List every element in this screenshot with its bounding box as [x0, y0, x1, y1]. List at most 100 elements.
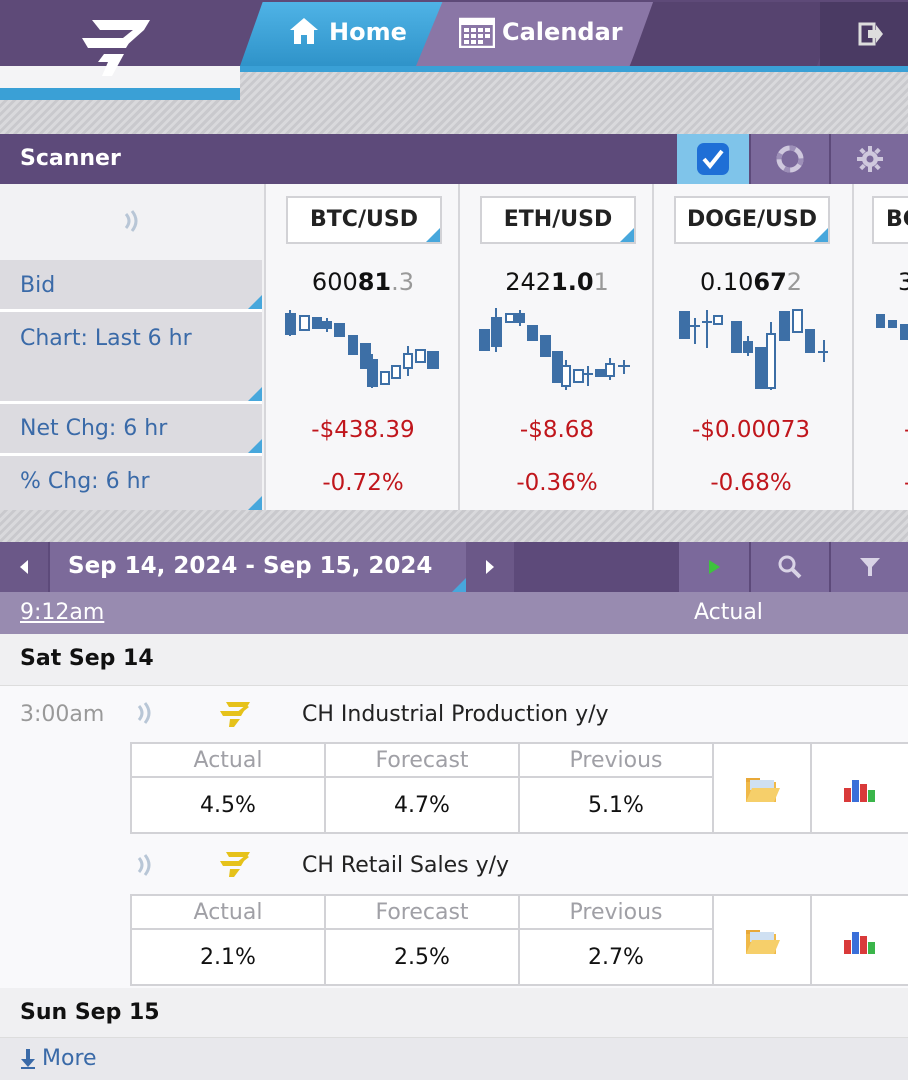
tab-calendar[interactable]: Calendar — [416, 2, 656, 66]
scanner-settings-button[interactable] — [831, 134, 908, 184]
scanner-header: Scanner — [0, 134, 908, 184]
row-label-pct-chg: % Chg: 6 hr — [0, 456, 262, 510]
bid-value: 3 — [898, 268, 908, 296]
previous-date-button[interactable] — [0, 542, 48, 592]
row-label-chart: Chart: Last 6 hr — [0, 312, 262, 404]
previous-value: 2.7% — [520, 930, 714, 986]
scanner-column-btc[interactable]: BTC/USD 60081.3 -$438.39 -0.72% — [264, 184, 458, 510]
calendar-icon — [459, 17, 495, 48]
load-more-button[interactable]: More — [0, 1038, 908, 1080]
event-list: 3:00am CH Industrial Production y/y Actu… — [0, 686, 908, 988]
percent-change-value: -0.68% — [710, 470, 792, 496]
bid-value: 60081.3 — [266, 268, 460, 296]
event-title[interactable]: CH Retail Sales y/y — [302, 853, 510, 878]
symbol-doge-usd[interactable]: DOGE/USD — [674, 196, 830, 244]
day-label: Sat Sep 14 — [20, 646, 154, 671]
bid-value: 2421.01 — [460, 268, 654, 296]
scanner-table: Bid Chart: Last 6 hr Net Chg: 6 hr % Chg… — [0, 184, 908, 510]
previous-header: Previous — [520, 896, 714, 930]
forecast-value: 2.5% — [326, 930, 520, 986]
logo-accent-strip — [0, 88, 240, 100]
folder-open-icon — [746, 778, 780, 802]
corner-marker — [452, 578, 466, 592]
home-icon — [290, 18, 318, 44]
event-title[interactable]: CH Industrial Production y/y — [302, 702, 609, 727]
day-header: Sat Sep 14 — [0, 634, 908, 686]
scanner-column-eth[interactable]: ETH/USD 2421.01 -$8.68 -0.36% — [458, 184, 652, 510]
divider-hatch — [0, 510, 908, 542]
row-label-bid-text: Bid — [20, 273, 56, 298]
logout-icon — [858, 22, 883, 46]
chevron-left-icon — [20, 560, 28, 574]
search-button[interactable] — [751, 542, 829, 592]
app-logo-icon — [82, 20, 150, 76]
symbol-btc-usd[interactable]: BTC/USD — [286, 196, 442, 244]
scanner-help-button[interactable] — [751, 134, 829, 184]
scanner-title: Scanner — [20, 146, 121, 171]
current-time-link[interactable]: 9:12am — [20, 600, 105, 625]
event-chart-button[interactable] — [812, 744, 908, 834]
play-button[interactable] — [679, 542, 749, 592]
importance-logo-icon — [220, 702, 250, 727]
symbol-partial[interactable]: BC — [872, 196, 908, 244]
sparkline-chart — [876, 314, 908, 340]
row-label-pct-chg-text: % Chg: 6 hr — [20, 469, 150, 494]
corner-marker — [814, 228, 828, 242]
forecast-header: Forecast — [326, 896, 520, 930]
bid-big: 1.0 — [551, 268, 594, 296]
event-details-button[interactable] — [714, 896, 812, 986]
symbol-label: BC — [886, 207, 908, 232]
logout-button[interactable] — [820, 2, 908, 66]
percent-change-value: -0.36% — [516, 470, 598, 496]
tab-calendar-label: Calendar — [502, 18, 623, 46]
next-date-button[interactable] — [466, 542, 514, 592]
row-label-bid: Bid — [0, 260, 262, 312]
corner-marker — [248, 439, 262, 453]
audio-alert-icon[interactable] — [136, 700, 154, 726]
audio-alert-icon[interactable] — [122, 208, 142, 234]
audio-alert-icon[interactable] — [136, 852, 154, 878]
scanner-column-doge[interactable]: DOGE/USD 0.10672 -$0.00073 -0.68% — [652, 184, 846, 510]
corner-marker — [248, 496, 262, 510]
bid-pip: 3 — [398, 268, 415, 296]
lifebuoy-icon — [776, 145, 804, 173]
row-label-chart-text: Chart: Last 6 hr — [20, 326, 192, 351]
filter-icon — [859, 558, 880, 576]
forecast-value: 4.7% — [326, 778, 520, 834]
net-change-value: - — [904, 417, 908, 443]
load-more-label: More — [42, 1046, 97, 1071]
calendar-date-bar: Sep 14, 2024 - Sep 15, 2024 — [0, 542, 908, 592]
filter-button[interactable] — [831, 542, 908, 592]
event-chart-button[interactable] — [812, 896, 908, 986]
bar-chart-icon — [844, 932, 875, 954]
previous-value: 5.1% — [520, 778, 714, 834]
tab-home[interactable]: Home — [240, 2, 446, 66]
date-range-picker[interactable]: Sep 14, 2024 - Sep 15, 2024 — [50, 542, 466, 592]
calendar-time-bar: 9:12am Actual — [0, 592, 908, 634]
event-details-button[interactable] — [714, 744, 812, 834]
actual-column-header: Actual — [694, 600, 763, 625]
net-change-value: -$0.00073 — [691, 417, 811, 443]
bid-big: 67 — [753, 268, 787, 296]
scanner-row-labels: Bid Chart: Last 6 hr Net Chg: 6 hr % Chg… — [0, 184, 264, 510]
scanner-column-partial[interactable]: BC 3 - - — [852, 184, 908, 510]
divider-hatch — [0, 100, 908, 134]
event-values-grid: Actual Forecast Previous 2.1% 2.5% 2.7% — [130, 894, 908, 986]
symbol-label: DOGE/USD — [686, 207, 818, 232]
actual-header: Actual — [132, 896, 326, 930]
corner-marker — [620, 228, 634, 242]
symbol-eth-usd[interactable]: ETH/USD — [480, 196, 636, 244]
download-arrow-icon — [21, 1049, 35, 1069]
actual-header: Actual — [132, 744, 326, 778]
net-change-value: -$8.68 — [519, 417, 595, 443]
bid-dot: . — [391, 268, 399, 296]
scanner-select-checkbox[interactable] — [677, 134, 749, 184]
bid-prefix: 0.10 — [699, 268, 754, 296]
percent-change-value: -0.72% — [322, 470, 404, 496]
previous-header: Previous — [520, 744, 714, 778]
checkbox-checked-icon — [697, 143, 729, 175]
symbol-label: BTC/USD — [310, 207, 418, 232]
search-icon — [778, 555, 802, 579]
actual-value: 2.1% — [132, 930, 326, 986]
play-icon — [709, 560, 720, 574]
